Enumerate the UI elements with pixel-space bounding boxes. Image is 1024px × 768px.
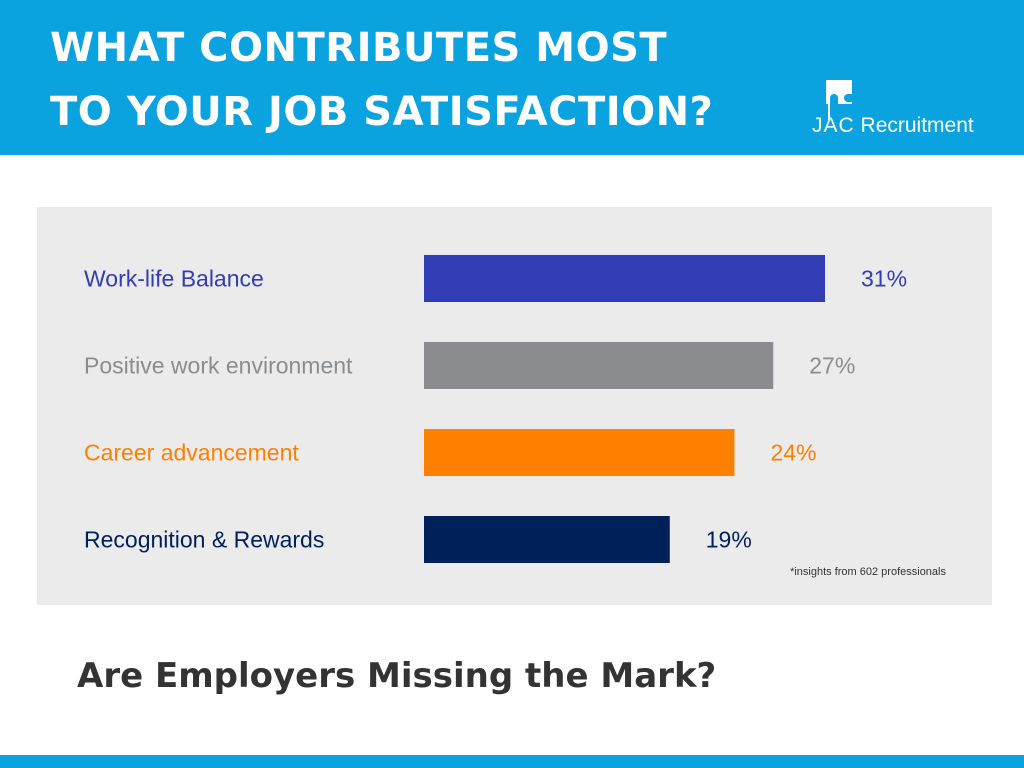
value-label: 31% [861,266,907,292]
puzzle-piece-logo-icon [826,80,852,120]
category-label: Recognition & Rewards [84,527,324,553]
value-label: 19% [706,527,752,553]
subtitle: Are Employers Missing the Mark? [77,656,717,696]
bar [424,342,774,389]
bar [424,255,825,302]
value-label: 27% [809,353,855,379]
bar [424,429,735,476]
brand-name: JAC Recruitment [812,114,974,138]
brand-prefix: JAC [812,114,855,137]
bar-chart: Work-life Balance 31% Positive work enviro… [84,255,907,563]
page-title-line-1: WHAT CONTRIBUTES MOST [50,25,668,71]
header-banner: WHAT CONTRIBUTES MOST TO YOUR JOB SATISF… [0,0,1024,155]
category-label: Career advancement [84,440,299,466]
category-label: Positive work environment [84,353,353,379]
bar [424,516,670,563]
bottom-bar [0,755,1024,768]
footnote: *insights from 602 professionals [790,566,946,578]
brand-suffix: Recruitment [854,114,974,137]
chart-panel: Work-life Balance 31% Positive work enviro… [37,207,992,605]
brand-logo: JAC Recruitment [812,78,1002,138]
value-label: 24% [770,440,816,466]
category-label: Work-life Balance [84,266,264,292]
page-title-line-2: TO YOUR JOB SATISFACTION? [50,89,714,135]
